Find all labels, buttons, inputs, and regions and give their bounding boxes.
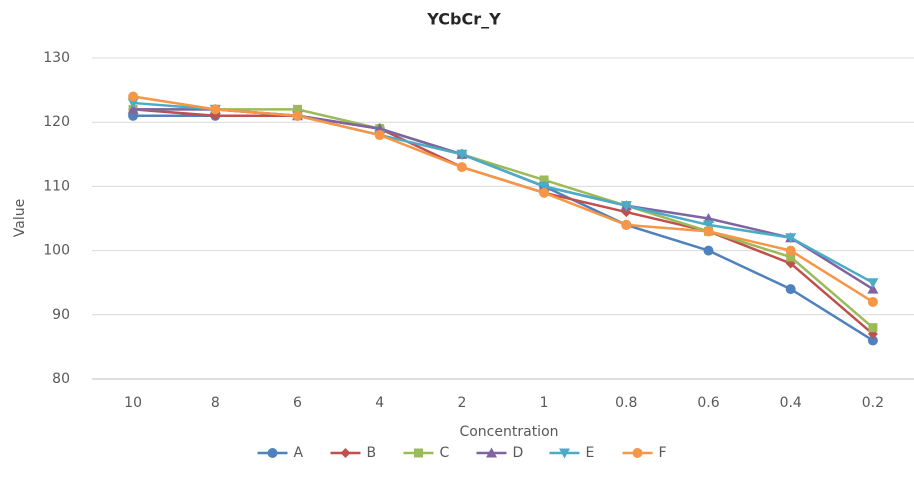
marker bbox=[703, 220, 714, 231]
marker bbox=[292, 110, 303, 121]
x-tick-label: 0.6 bbox=[697, 395, 719, 411]
y-tick-label: 90 bbox=[52, 307, 70, 323]
marker bbox=[867, 296, 878, 307]
legend-label: F bbox=[659, 445, 667, 461]
y-tick-label: 110 bbox=[43, 178, 70, 194]
legend-marker bbox=[267, 448, 278, 458]
legend-label: B bbox=[367, 445, 377, 461]
series-line bbox=[133, 108, 874, 336]
x-axis-label: Concentration bbox=[459, 424, 558, 440]
series-line bbox=[133, 101, 874, 284]
series-line bbox=[133, 108, 874, 291]
y-tick-label: 80 bbox=[52, 371, 70, 387]
marker bbox=[867, 278, 879, 289]
x-tick-label: 1 bbox=[540, 395, 549, 411]
marker bbox=[456, 162, 467, 173]
x-tick-label: 6 bbox=[293, 395, 302, 411]
marker bbox=[621, 219, 632, 230]
marker bbox=[785, 284, 796, 295]
chart-title: YCbCr_Y bbox=[426, 10, 501, 29]
marker bbox=[785, 245, 796, 256]
legend-label: D bbox=[513, 445, 524, 461]
legend-label: C bbox=[440, 445, 450, 461]
x-tick-label: 2 bbox=[457, 395, 466, 411]
marker bbox=[867, 335, 878, 346]
marker bbox=[374, 130, 385, 141]
marker bbox=[210, 104, 221, 115]
x-tick-label: 8 bbox=[211, 395, 220, 411]
x-tick-label: 4 bbox=[375, 395, 384, 411]
marker bbox=[703, 226, 714, 237]
series-line bbox=[132, 95, 874, 304]
legend-marker bbox=[486, 447, 497, 458]
y-tick-label: 100 bbox=[43, 243, 70, 259]
marker bbox=[128, 91, 139, 102]
legend-label: E bbox=[586, 445, 595, 461]
series-line bbox=[133, 114, 874, 342]
marker bbox=[127, 98, 139, 109]
marker bbox=[539, 187, 550, 198]
legend-marker bbox=[632, 448, 643, 458]
legend-label: A bbox=[294, 445, 304, 461]
marker bbox=[703, 245, 714, 256]
x-tick-label: 0.8 bbox=[615, 395, 637, 411]
marker bbox=[620, 201, 632, 212]
marker bbox=[538, 181, 550, 192]
legend-marker bbox=[414, 448, 423, 458]
marker bbox=[127, 103, 139, 114]
legend-marker bbox=[340, 448, 351, 458]
marker bbox=[868, 323, 878, 333]
x-tick-label: 10 bbox=[124, 395, 142, 411]
x-tick-label: 0.2 bbox=[862, 395, 884, 411]
marker bbox=[785, 233, 797, 244]
marker bbox=[867, 283, 879, 294]
series-line bbox=[133, 108, 874, 329]
y-tick-label: 130 bbox=[43, 50, 70, 66]
legend-marker bbox=[559, 448, 570, 459]
x-tick-label: 0.4 bbox=[780, 395, 802, 411]
y-axis-label: Value bbox=[12, 199, 28, 237]
y-tick-label: 120 bbox=[43, 114, 70, 130]
marker bbox=[456, 149, 468, 160]
